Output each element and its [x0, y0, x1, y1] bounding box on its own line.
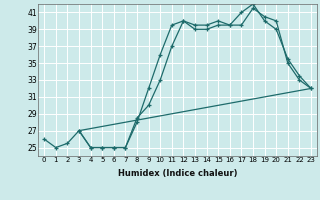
X-axis label: Humidex (Indice chaleur): Humidex (Indice chaleur) — [118, 169, 237, 178]
